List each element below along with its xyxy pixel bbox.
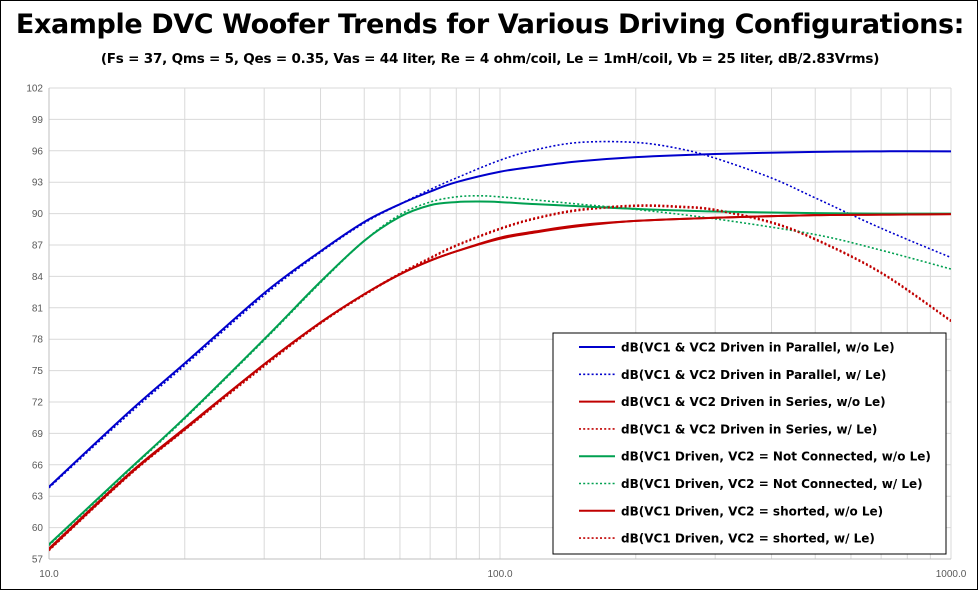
y-tick-label: 90 bbox=[32, 209, 44, 220]
y-tick-label: 93 bbox=[32, 178, 44, 189]
y-tick-label: 81 bbox=[32, 303, 44, 314]
x-tick-label: 1000.0 bbox=[936, 569, 967, 580]
legend-entry: dB(VC1 Driven, VC2 = shorted, w/o Le) bbox=[621, 504, 883, 518]
legend-entry: dB(VC1 & VC2 Driven in Series, w/o Le) bbox=[621, 395, 886, 409]
y-tick-label: 78 bbox=[32, 335, 44, 346]
y-tick-label: 57 bbox=[32, 555, 44, 566]
y-tick-label: 84 bbox=[32, 272, 44, 283]
legend-entry: dB(VC1 & VC2 Driven in Series, w/ Le) bbox=[621, 422, 877, 436]
y-tick-label: 75 bbox=[32, 366, 44, 377]
chart-title: Example DVC Woofer Trends for Various Dr… bbox=[15, 9, 965, 40]
legend-entry: dB(VC1 & VC2 Driven in Parallel, w/ Le) bbox=[621, 368, 886, 382]
y-tick-label: 63 bbox=[32, 492, 44, 503]
legend-box bbox=[552, 332, 947, 555]
legend-entry: dB(VC1 Driven, VC2 = shorted, w/ Le) bbox=[621, 532, 875, 546]
y-tick-label: 99 bbox=[32, 115, 44, 126]
chart-subtitle: (Fs = 37, Qms = 5, Qes = 0.35, Vas = 44 … bbox=[100, 51, 880, 67]
series-line-2 bbox=[49, 140, 951, 489]
x-tick-label: 10.0 bbox=[39, 569, 59, 580]
x-tick-label: 100.0 bbox=[487, 569, 512, 580]
y-tick-label: 72 bbox=[32, 398, 44, 409]
y-tick-label: 60 bbox=[32, 523, 44, 534]
series-line-1 bbox=[49, 150, 951, 488]
y-tick-label: 102 bbox=[26, 84, 43, 95]
legend-entry: dB(VC1 & VC2 Driven in Parallel, w/o Le) bbox=[621, 341, 895, 355]
y-tick-label: 66 bbox=[32, 460, 44, 471]
series-line-7 bbox=[49, 213, 951, 551]
series-line-6 bbox=[49, 195, 951, 546]
y-tick-label: 69 bbox=[32, 429, 44, 440]
legend-entry: dB(VC1 Driven, VC2 = Not Connected, w/o … bbox=[621, 450, 931, 464]
y-tick-label: 96 bbox=[32, 146, 44, 157]
legend-entry: dB(VC1 Driven, VC2 = Not Connected, w/ L… bbox=[621, 477, 923, 491]
y-tick-label: 87 bbox=[32, 241, 44, 252]
